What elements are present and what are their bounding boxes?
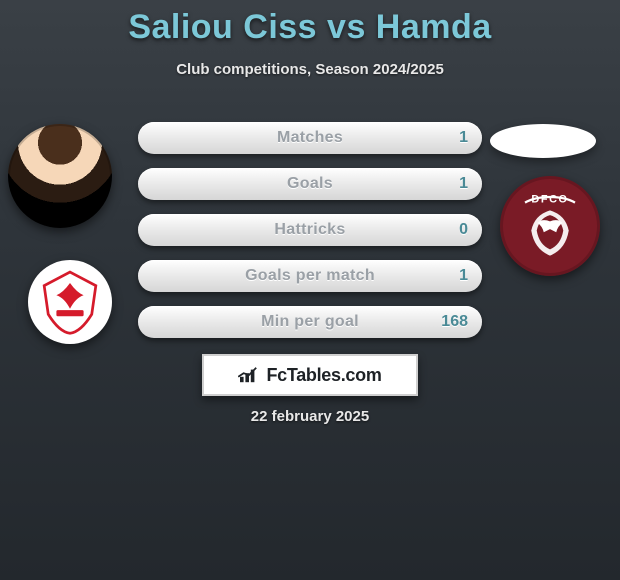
stat-p2-value: 1: [459, 260, 468, 292]
bar-chart-icon: [238, 366, 260, 384]
stat-row-goals-per-match: Goals per match 1: [138, 260, 482, 292]
stat-label: Goals per match: [138, 260, 482, 292]
stat-p2-value: 1: [459, 168, 468, 200]
stats-panel: Matches 1 Goals 1 Hattricks 0 Goals per …: [138, 122, 482, 352]
page-title: Saliou Ciss vs Hamda: [0, 0, 620, 47]
brand-text: FcTables.com: [266, 365, 381, 386]
nancy-crest-icon: [36, 268, 104, 336]
player2-club-badge: DFCO: [500, 176, 600, 276]
dijon-crest-icon: DFCO: [511, 187, 589, 265]
stat-label: Min per goal: [138, 306, 482, 338]
stat-row-matches: Matches 1: [138, 122, 482, 154]
stat-label: Matches: [138, 122, 482, 154]
player2-photo: [490, 124, 596, 158]
brand-box: FcTables.com: [202, 354, 418, 396]
stat-row-hattricks: Hattricks 0: [138, 214, 482, 246]
stat-label: Goals: [138, 168, 482, 200]
stat-p2-value: 168: [441, 306, 468, 338]
player1-club-badge: [28, 260, 112, 344]
date-text: 22 february 2025: [0, 408, 620, 425]
page-subtitle: Club competitions, Season 2024/2025: [0, 61, 620, 78]
stat-label: Hattricks: [138, 214, 482, 246]
stat-p2-value: 0: [459, 214, 468, 246]
stat-p2-value: 1: [459, 122, 468, 154]
stat-row-goals: Goals 1: [138, 168, 482, 200]
stat-row-min-per-goal: Min per goal 168: [138, 306, 482, 338]
dijon-badge-text: DFCO: [531, 194, 568, 206]
player1-photo: [8, 124, 112, 228]
